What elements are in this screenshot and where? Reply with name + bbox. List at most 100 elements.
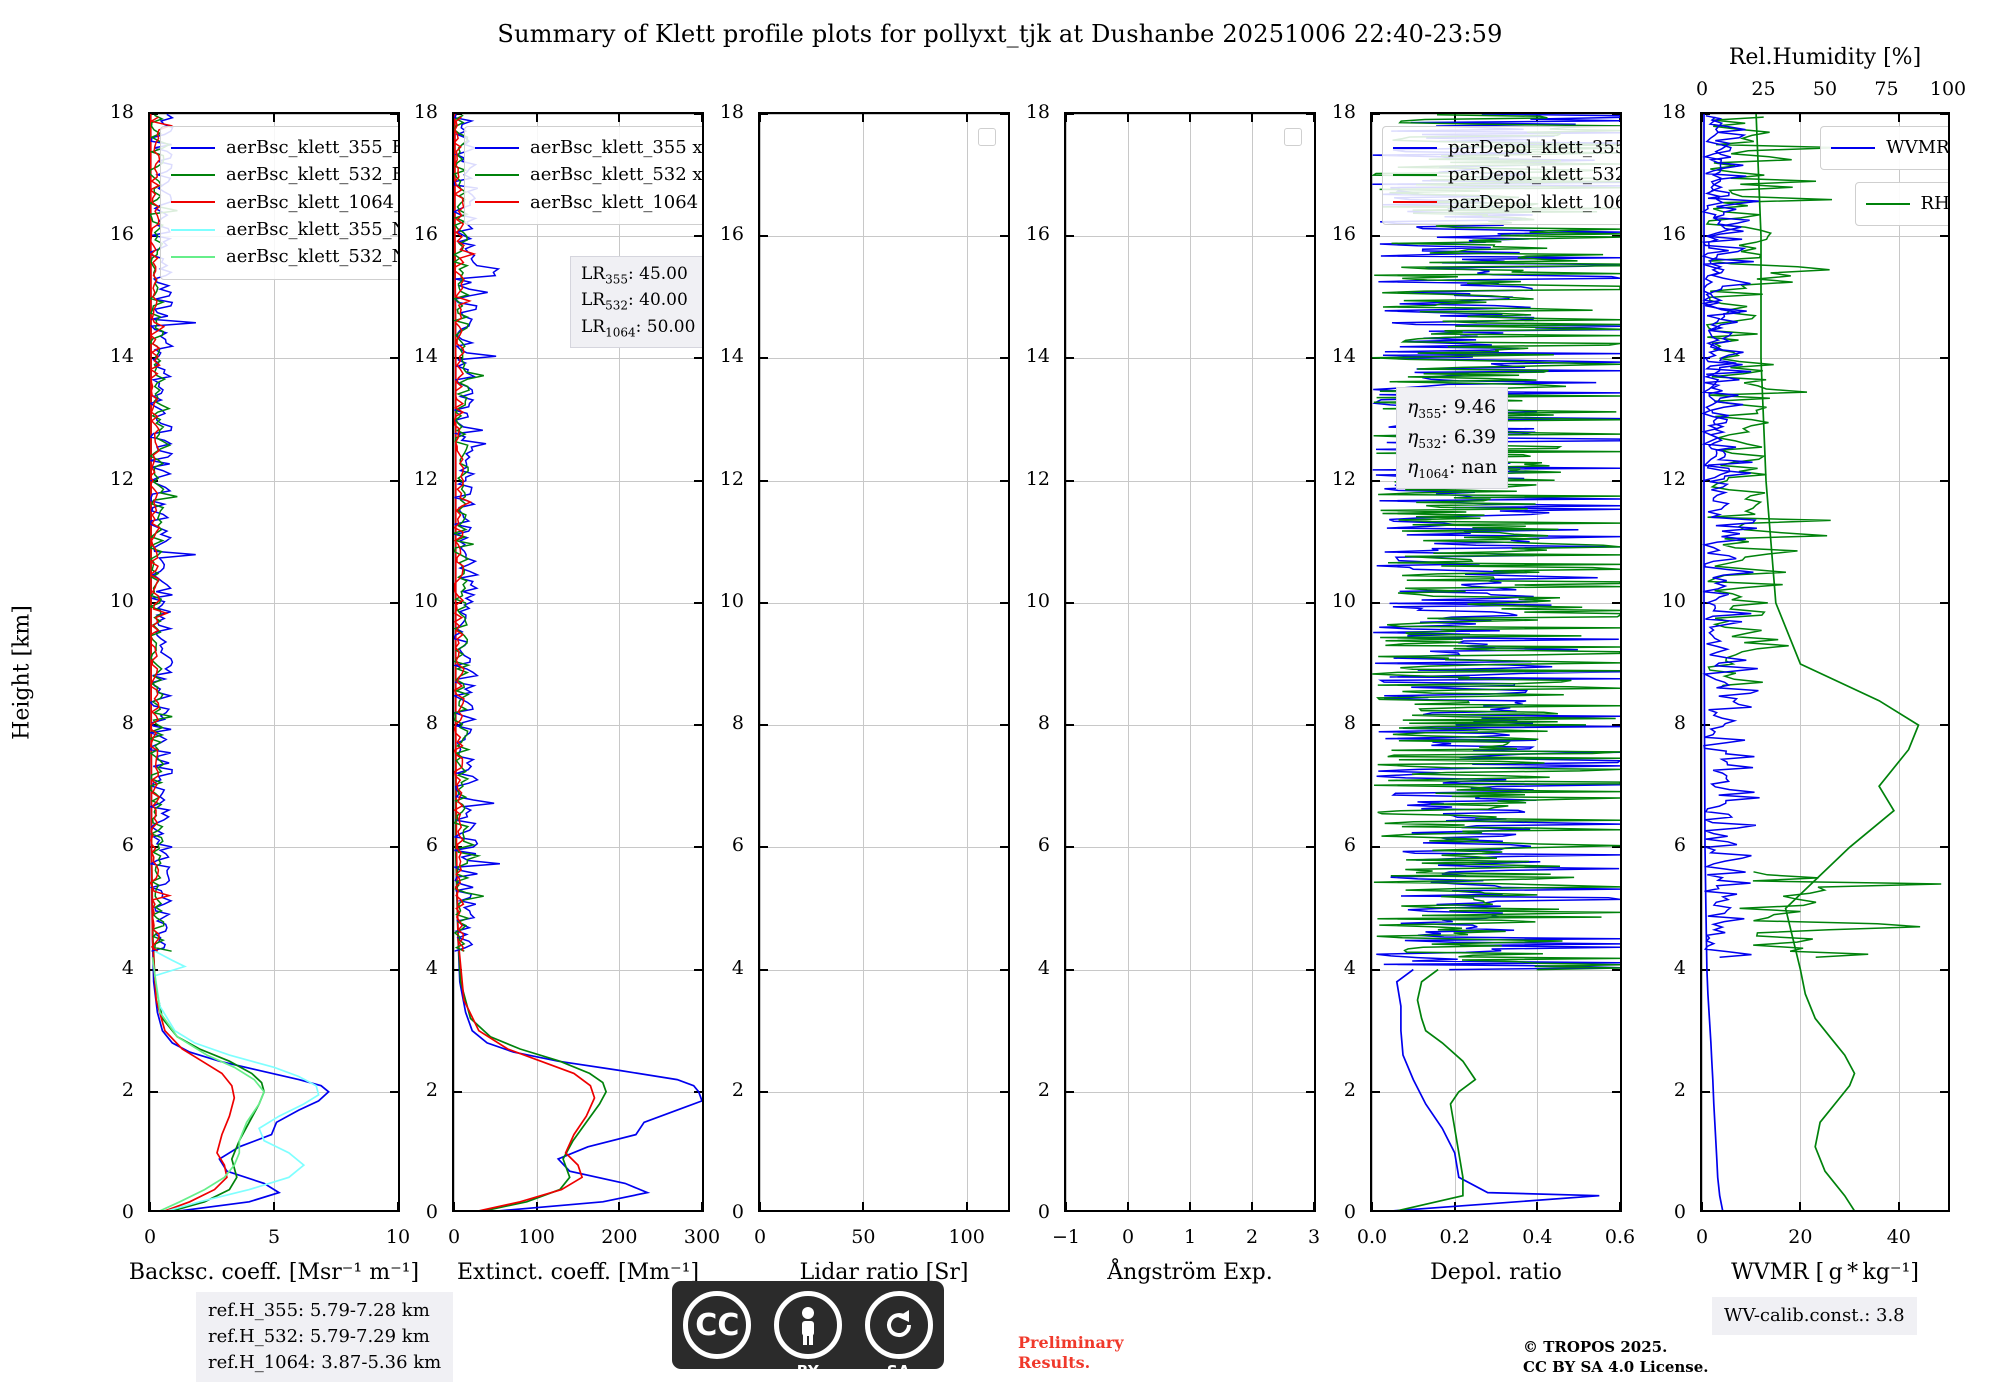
data-series-line (454, 116, 477, 952)
y-tick-right (1940, 846, 1948, 849)
panel-depolarization[interactable]: parDepol_klett_355_FR parDepol_klett_532_… (1332, 101, 1635, 1285)
gridline-h (760, 602, 1008, 604)
y-tick-label: 10 (1025, 589, 1050, 612)
y-tick (150, 114, 158, 115)
gridline-h (454, 847, 702, 849)
legend-depolarization-ratio[interactable]: parDepol_klett_355_FR parDepol_klett_532_… (1382, 126, 1620, 226)
gridline-h (454, 480, 702, 482)
panel-lidar-ratio[interactable]: 0 2 4 6 8 10 12 14 16 18 0 50 100 Lidar ratio [Sr] (720, 101, 1010, 1285)
legend-item[interactable]: aerBsc_klett_1064 x LR (475, 189, 702, 216)
y-tick-right (390, 968, 398, 971)
gridline-h (1702, 725, 1948, 727)
y-tick (760, 479, 768, 482)
empty-legend-stub[interactable] (1284, 128, 1302, 146)
data-series-line (454, 114, 596, 1210)
legend-label: WVMR (1886, 137, 1950, 158)
legend-item[interactable]: aerBsc_klett_355 x LR (475, 134, 702, 161)
x-tick (1127, 1202, 1129, 1210)
y-tick (1066, 1090, 1074, 1093)
x-tick-label: 5 (267, 1226, 281, 1248)
legend-swatch (1831, 146, 1876, 149)
legend-item[interactable]: WVMR (1831, 134, 1950, 161)
x-tick (535, 1202, 538, 1210)
y-tick-right (390, 1090, 398, 1093)
x-tick-label: 0 (1695, 1226, 1709, 1248)
panel-wvmr[interactable]: RH WVMR 0 2 4 6 8 10 12 14 16 18 0 20 40 WVMR [ g * kg⁻… (1662, 45, 1966, 1285)
y-tick-label: 10 (109, 589, 134, 612)
cc-by-icon: BY (773, 1291, 842, 1380)
legend-backscatter[interactable]: aerBsc_klett_355_FR aerBsc_klett_532_FR ae… (160, 126, 400, 280)
y-tick (760, 846, 768, 849)
y-tick-right (390, 357, 398, 360)
y-tick-right (1000, 479, 1008, 482)
legend-item[interactable]: parDepol_klett_1064_FR (1393, 189, 1620, 216)
y-tick-label: 18 (1331, 101, 1356, 123)
gridline-h (1702, 969, 1948, 971)
y-tick (1372, 114, 1380, 115)
y-tick (150, 724, 158, 727)
gridline-v (1372, 114, 1373, 1210)
y-tick (150, 601, 158, 604)
y-tick-label: 10 (1331, 589, 1356, 612)
y-tick (1702, 724, 1710, 727)
panel-extinction[interactable]: aerBsc_klett_355 x LR aerBsc_klett_532 x … (414, 101, 720, 1285)
y-tick (1066, 724, 1074, 727)
legend-water-vapour-mixing-ratio[interactable]: WVMR (1820, 126, 1950, 171)
legend-label: aerBsc_klett_355_FR (226, 137, 400, 158)
legend-extinction[interactable]: aerBsc_klett_355 x LR aerBsc_klett_532 x … (464, 126, 702, 226)
y-tick-right (1612, 846, 1620, 849)
gridline-v (536, 114, 538, 1210)
y-tick-right (390, 479, 398, 482)
y-tick-right (1612, 968, 1620, 971)
x-tick-label-top: 100 (1929, 78, 1967, 100)
x-axis-title: WVMR [ g * kg⁻¹] (1731, 1260, 1919, 1285)
panel-backscatter[interactable]: aerBsc_klett_355_FR aerBsc_klett_532_FR ae… (110, 101, 419, 1285)
y-tick-label: 0 (1343, 1201, 1356, 1223)
y-tick (1702, 601, 1710, 604)
y-tick-right (1612, 235, 1620, 238)
legend-swatch (475, 146, 519, 149)
y-tick (1372, 846, 1380, 849)
y-tick-label: 16 (719, 223, 744, 246)
x-tick-label: 300 (683, 1226, 721, 1248)
legend-item[interactable]: aerBsc_klett_1064_FR (171, 189, 398, 216)
gridline-v (966, 114, 968, 1210)
gridline-h (760, 725, 1008, 727)
legend-item[interactable]: aerBsc_klett_532_NR (171, 243, 398, 270)
data-series-line (1755, 114, 1920, 1210)
legend-swatch (475, 201, 519, 204)
ref-h-532: ref.H_532: 5.79-7.29 km (208, 1326, 430, 1348)
legend-rh[interactable]: RH (1854, 182, 1948, 227)
legend-item[interactable]: aerBsc_klett_355_NR (171, 216, 398, 243)
x-tick-label: 1 (1183, 1226, 1197, 1248)
y-tick-label: 4 (1343, 956, 1356, 979)
legend-item[interactable]: aerBsc_klett_532_FR (171, 161, 398, 188)
y-tick (1066, 114, 1074, 115)
x-tick-top (965, 114, 968, 122)
x-tick-label-top: 0 (1695, 78, 1709, 100)
y-tick-right (1940, 601, 1948, 604)
curves-lidar-ratio (760, 114, 1008, 1210)
legend-item[interactable]: parDepol_klett_532_FR (1393, 161, 1620, 188)
panel-angstrom[interactable]: 0 2 4 6 8 10 12 14 16 18 −1 0 1 2 3 Ångström Exp. (1026, 101, 1320, 1285)
x-tick-label: 3 (1307, 1226, 1321, 1248)
y-tick-right (1306, 601, 1314, 604)
x-tick (1619, 1202, 1620, 1210)
legend-swatch (475, 174, 519, 177)
gridline-v (1314, 114, 1315, 1210)
legend-item[interactable]: parDepol_klett_355_FR (1393, 134, 1620, 161)
y-tick (1066, 968, 1074, 971)
creative-commons-badge[interactable]: CC BY SA (672, 1281, 944, 1380)
y-tick-label: 12 (1661, 467, 1686, 490)
empty-legend-stub[interactable] (978, 128, 996, 146)
gridline-v (1066, 114, 1067, 1210)
x-tick (965, 1202, 968, 1210)
legend-item[interactable]: RH (1865, 190, 1948, 217)
y-tick-label: 10 (1661, 589, 1686, 612)
legend-item[interactable]: aerBsc_klett_532 x LR (475, 161, 702, 188)
plot-area-depolarization-ratio: parDepol_klett_355_FR parDepol_klett_532_… (1370, 112, 1622, 1212)
gridline-h (1702, 602, 1948, 604)
y-tick-right (1306, 479, 1314, 482)
legend-item[interactable]: aerBsc_klett_355_FR (171, 134, 400, 161)
gridline-v (1190, 114, 1191, 1210)
